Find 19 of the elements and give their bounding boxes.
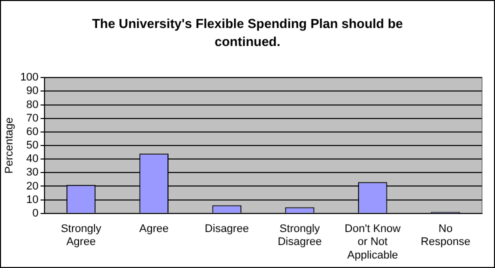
- y-tick-label: 90: [26, 85, 39, 98]
- y-tick-label: 50: [26, 140, 39, 152]
- x-tick-label: No Response: [420, 223, 470, 248]
- x-tick-label: Strongly Disagree: [278, 223, 322, 248]
- x-tick-label: Agree: [139, 223, 169, 236]
- chart-title: The University's Flexible Spending Plan should be continued.: [91, 15, 404, 51]
- y-tick-label: 10: [26, 194, 39, 206]
- x-tick-label: Strongly Agree: [60, 223, 102, 248]
- y-axis-title: Percentage: [4, 117, 16, 174]
- x-tick-label: Disagree: [204, 223, 249, 236]
- x-tick-label: Don't Know or Not Applicable: [344, 223, 401, 262]
- y-tick-label: 20: [26, 180, 39, 192]
- y-tick-label: 80: [26, 98, 39, 111]
- y-tick-label: 100: [20, 72, 39, 84]
- y-tick-label: 60: [26, 126, 39, 138]
- y-tick-label: 30: [26, 166, 39, 179]
- y-tick-label: 40: [26, 153, 39, 166]
- y-tick-label: 0: [32, 207, 39, 220]
- y-tick-label: 70: [26, 112, 39, 124]
